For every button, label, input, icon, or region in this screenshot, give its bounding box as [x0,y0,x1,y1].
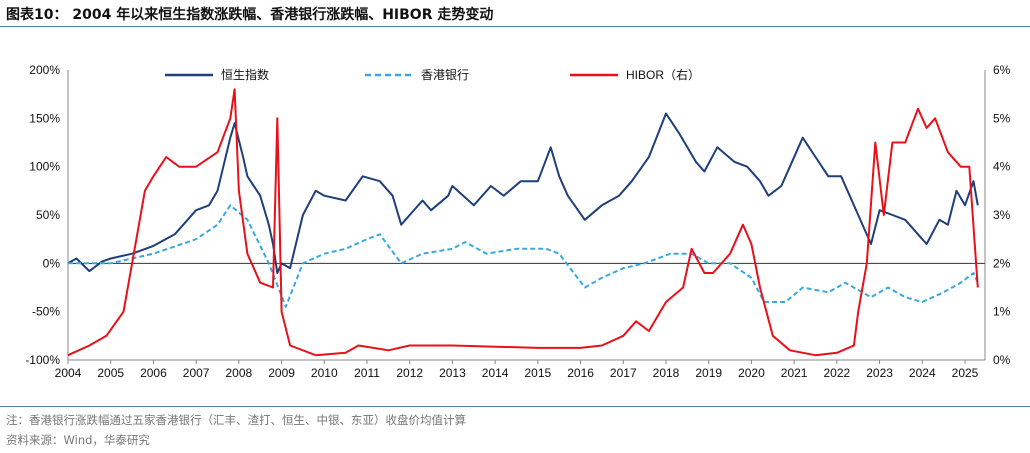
x-tick-label: 2007 [183,366,210,380]
x-tick-label: 2004 [55,366,82,380]
x-tick-label: 2018 [653,366,680,380]
x-tick-label: 2008 [226,366,253,380]
x-tick-label: 2015 [525,366,552,380]
series-line-3 [67,88,979,357]
series-line-1 [67,112,979,274]
y-left-tick-label: -100% [25,353,60,367]
x-tick-label: 2014 [482,366,509,380]
line-chart: -100% -50% 0% 50% 100% 150% 200% 0% 1% 2% 3% 4% 5% 6%… [25,63,1011,380]
y-left-tick-label: 50% [36,208,60,222]
y-left-tick-label: 200% [29,63,60,77]
x-tick-label: 2013 [439,366,466,380]
y-left-tick-label: 150% [29,111,60,125]
y-left-tick-label: 0% [43,256,61,270]
y-left-tick-label: 100% [29,160,60,174]
y-right-tick-label: 2% [993,256,1011,270]
x-tick-label: 2025 [952,366,979,380]
footer-divider [0,406,1030,407]
x-tick-label: 2010 [311,366,338,380]
y-right-tick-label: 6% [993,63,1011,77]
x-tick-label: 2009 [268,366,295,380]
legend-label: 恒生指数 [221,67,269,82]
y-right-tick-label: 5% [993,111,1011,125]
x-tick-label: 2024 [909,366,936,380]
x-tick-label: 2023 [866,366,893,380]
chart-title: 图表10： 2004 年以来恒生指数涨跌幅、香港银行涨跌幅、HIBOR 走势变动 [6,7,494,23]
x-tick-label: 2020 [738,366,765,380]
x-tick-label: 2016 [567,366,594,380]
x-tick-label: 2021 [781,366,808,380]
x-tick-label: 2017 [610,366,637,380]
x-tick-label: 2006 [140,366,167,380]
x-tick-label: 2019 [695,366,722,380]
y-right-tick-label: 3% [993,208,1011,222]
title-divider [0,26,1030,27]
y-right-tick-label: 1% [993,305,1011,319]
legend-label: HIBOR（右） [626,67,700,82]
y-right-tick-label: 4% [993,160,1011,174]
x-tick-label: 2011 [354,366,380,380]
y-left-tick-label: -50% [32,305,60,319]
legend-label: 香港银行 [421,68,469,82]
x-tick-label: 2022 [824,366,851,380]
series-line-2 [68,204,979,308]
x-tick-label: 2005 [97,366,124,380]
chart-note: 注：香港银行涨跌幅通过五家香港银行（汇丰、渣打、恒生、中银、东亚）收盘价均值计算 [6,413,466,427]
chart-source: 资料来源：Wind，华泰研究 [6,433,150,447]
x-tick-label: 2012 [396,366,423,380]
y-right-tick-label: 0% [993,353,1011,367]
